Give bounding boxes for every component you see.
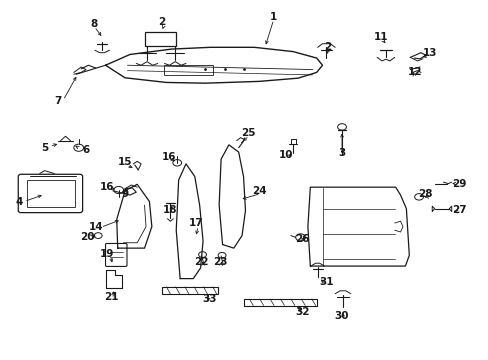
Text: 17: 17: [188, 218, 203, 228]
Text: 3: 3: [338, 148, 345, 158]
Text: 14: 14: [88, 222, 103, 231]
Text: 31: 31: [319, 277, 333, 287]
Text: 4: 4: [16, 197, 23, 207]
Bar: [244, 299, 316, 306]
Text: 1: 1: [269, 12, 277, 22]
Text: 6: 6: [82, 144, 89, 154]
Text: 21: 21: [104, 292, 119, 302]
Text: 5: 5: [41, 143, 48, 153]
Text: 22: 22: [194, 257, 208, 267]
Text: 20: 20: [80, 232, 95, 242]
Text: 16: 16: [100, 182, 114, 192]
Text: 26: 26: [294, 234, 308, 244]
Text: 15: 15: [118, 157, 132, 167]
Text: 9: 9: [121, 189, 128, 199]
Text: 10: 10: [278, 150, 293, 160]
Text: 32: 32: [295, 307, 309, 317]
Text: 33: 33: [202, 294, 216, 304]
Text: 2: 2: [158, 17, 165, 27]
Text: 19: 19: [100, 248, 114, 258]
Text: 29: 29: [451, 179, 465, 189]
Text: 11: 11: [373, 32, 387, 41]
Bar: [163, 65, 212, 75]
Text: 27: 27: [451, 206, 466, 216]
Bar: [26, 180, 75, 207]
Text: 23: 23: [212, 257, 227, 267]
Text: 2: 2: [323, 42, 330, 52]
Text: 28: 28: [417, 189, 431, 199]
Text: 13: 13: [422, 48, 436, 58]
Text: 24: 24: [251, 186, 266, 196]
Text: 12: 12: [407, 67, 422, 77]
Bar: [144, 32, 176, 45]
Bar: [161, 287, 217, 294]
Text: 25: 25: [241, 129, 255, 138]
Text: 16: 16: [162, 152, 176, 162]
Text: 18: 18: [163, 206, 177, 216]
Text: 30: 30: [334, 311, 348, 321]
Text: 8: 8: [90, 19, 98, 29]
Text: 7: 7: [55, 96, 62, 106]
